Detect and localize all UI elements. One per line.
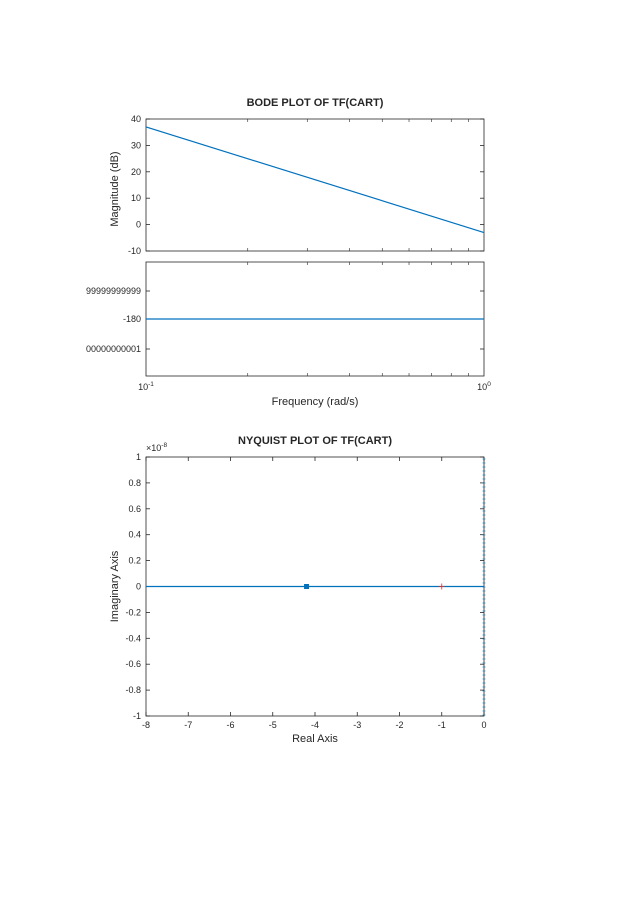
x-tick-label: 0: [481, 720, 486, 730]
bode-magnitude-plot: BODE PLOT OF TF(CART) -10 0 10 20 30 40 Magnitu…: [109, 97, 485, 256]
y-tick-label: 0.6: [128, 504, 141, 514]
x-tick-label: -4: [311, 720, 319, 730]
magnitude-axes-box: [145, 118, 485, 252]
y-tick-label: -1: [133, 711, 141, 721]
real-axis-xlabel: Real Axis: [292, 733, 338, 745]
y-tick-label: -0.6: [125, 659, 141, 669]
nyquist-plot: NYQUIST PLOT OF TF(CART) ×10-8 1 0.8 0.6 0.4 0…: [109, 435, 487, 745]
x-tick-label: -2: [395, 720, 403, 730]
y-tick-label: 0.8: [128, 478, 141, 488]
y-tick-label: 0: [136, 220, 141, 230]
y-tick-label: 0.4: [128, 530, 141, 540]
y-tick-label: 0.2: [128, 556, 141, 566]
y-tick-label: -0.2: [125, 607, 141, 617]
y-tick-label: 10: [131, 193, 141, 203]
bode-title: BODE PLOT OF TF(CART): [247, 97, 384, 109]
y-tick-label: 1: [136, 452, 141, 462]
bode-phase-plot: 99999999999 -180 00000000001 10-1 100 Frequen…: [86, 261, 491, 408]
frequency-xlabel: Frequency (rad/s): [272, 396, 359, 408]
imaginary-axis-ylabel: Imaginary Axis: [109, 550, 121, 622]
y-tick-label: -0.4: [125, 633, 141, 643]
x-tick-label: 100: [477, 381, 491, 392]
magnitude-line: [145, 126, 485, 234]
y-multiplier-label: ×10-8: [146, 442, 167, 453]
nyquist-title: NYQUIST PLOT OF TF(CART): [238, 435, 392, 447]
x-tick-label: -3: [353, 720, 361, 730]
x-tick-label: -1: [438, 720, 446, 730]
x-tick-label: -7: [184, 720, 192, 730]
magnitude-ylabel: Magnitude (dB): [109, 151, 121, 226]
x-tick-label: 10-1: [138, 381, 154, 392]
x-tick-label: -6: [226, 720, 234, 730]
y-tick-label: 20: [131, 167, 141, 177]
y-tick-label: -10: [128, 246, 141, 256]
x-tick-label: -8: [142, 720, 150, 730]
y-tick-label: -180: [123, 314, 141, 324]
y-tick-label: 0: [136, 582, 141, 592]
y-tick-label: 30: [131, 140, 141, 150]
y-tick-label: -0.8: [125, 685, 141, 695]
x-tick-label: -5: [269, 720, 277, 730]
nyquist-direction-marker: [304, 584, 310, 589]
y-tick-label: 99999999999: [86, 286, 141, 296]
y-tick-label: 00000000001: [86, 344, 141, 354]
y-tick-label: 40: [131, 114, 141, 124]
